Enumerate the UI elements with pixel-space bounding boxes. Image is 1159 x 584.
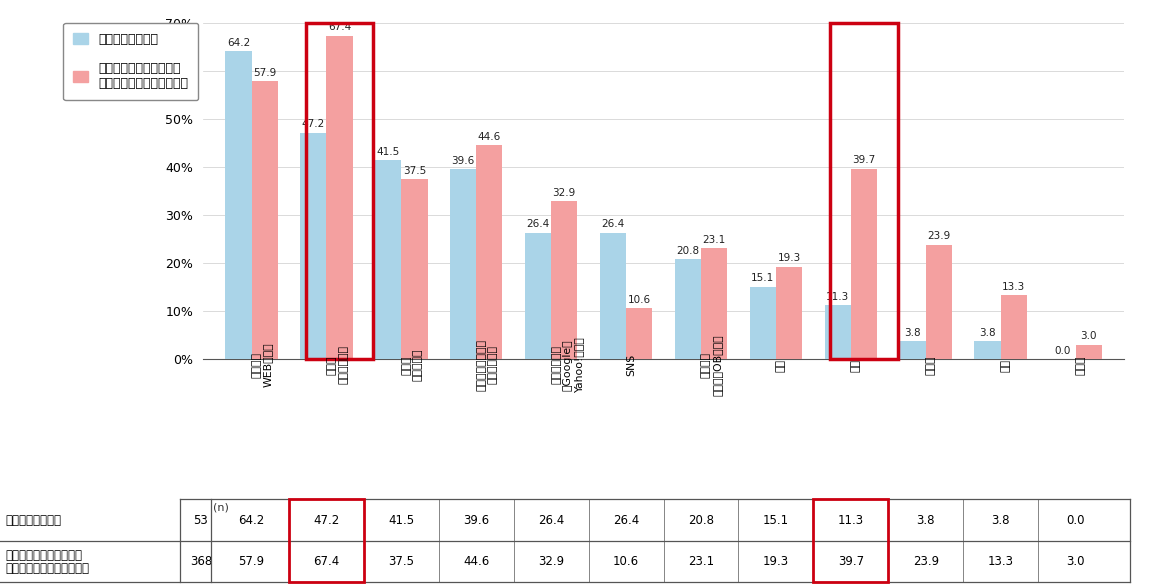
Text: 19.3: 19.3 (778, 253, 801, 263)
Text: 67.4: 67.4 (313, 555, 340, 568)
Text: 64.2: 64.2 (239, 514, 264, 527)
Bar (626, 308, 653, 359)
Text: 32.9: 32.9 (553, 188, 576, 198)
Bar (476, 145, 503, 359)
Text: 合同就職説明会・
就職イベント: 合同就職説明会・ 就職イベント (476, 339, 498, 391)
Text: 15.1: 15.1 (751, 273, 774, 283)
Text: 13.3: 13.3 (1003, 282, 1026, 292)
Text: 23.1: 23.1 (688, 555, 714, 568)
Text: 67.4: 67.4 (328, 22, 351, 33)
Text: 新聞: 新聞 (851, 359, 861, 371)
Text: 検索エンジン
（Google・
Yahoo!など）: 検索エンジン （Google・ Yahoo!など） (552, 337, 584, 393)
Text: 39.6: 39.6 (464, 514, 489, 527)
Text: 3.8: 3.8 (904, 328, 921, 338)
Text: 19.3: 19.3 (763, 555, 789, 568)
Bar (830, 23, 897, 359)
Text: 雑誌: 雑誌 (1000, 359, 1011, 371)
Text: 26.4: 26.4 (602, 219, 625, 229)
Bar (450, 169, 476, 359)
Text: 20.8: 20.8 (677, 246, 699, 256)
Text: テレビ: テレビ (926, 355, 935, 375)
Bar (376, 160, 401, 359)
Text: 57.9: 57.9 (253, 68, 276, 78)
Bar (600, 232, 626, 359)
Bar (926, 245, 952, 359)
Text: 3.8: 3.8 (917, 514, 935, 527)
Text: 53: 53 (194, 514, 209, 527)
Bar (701, 248, 727, 359)
Text: 家族: 家族 (775, 359, 786, 371)
Bar (525, 232, 552, 359)
Text: 企業の
ホームページ: 企業の ホームページ (327, 346, 348, 384)
Text: 39.6: 39.6 (452, 156, 475, 166)
Text: 10.6: 10.6 (613, 555, 639, 568)
Text: 3.0: 3.0 (1066, 555, 1085, 568)
Bar (300, 133, 327, 359)
Text: 37.5: 37.5 (388, 555, 414, 568)
Text: 41.5: 41.5 (377, 147, 400, 157)
Text: 就活情報
WEBサイト: 就活情報 WEBサイト (252, 343, 274, 387)
Text: 11.3: 11.3 (838, 514, 863, 527)
Text: 368: 368 (190, 555, 212, 568)
Text: 20.8: 20.8 (688, 514, 714, 527)
Text: 64.2: 64.2 (227, 38, 250, 48)
Text: 57.9: 57.9 (239, 555, 264, 568)
Text: 26.4: 26.4 (526, 219, 549, 229)
Text: 23.9: 23.9 (912, 555, 939, 568)
Text: 高校生以上の学生: 高校生以上の学生 (6, 514, 61, 527)
Text: ラジオ: ラジオ (1076, 355, 1086, 375)
Text: 0.0: 0.0 (1055, 346, 1071, 356)
Text: 37.5: 37.5 (403, 166, 427, 176)
Text: 関与意向がある親・祖父母: 関与意向がある親・祖父母 (6, 562, 89, 575)
Text: SNS: SNS (626, 354, 636, 376)
Bar (306, 23, 373, 359)
Bar (675, 259, 701, 359)
Text: 41.5: 41.5 (388, 514, 415, 527)
Bar (252, 81, 278, 359)
Bar (552, 201, 577, 359)
Text: 友人知人
（先輩・OB含む）: 友人知人 （先輩・OB含む） (701, 334, 722, 396)
Text: 学校・
学校関係者: 学校・ 学校関係者 (401, 349, 423, 381)
Bar (225, 51, 252, 359)
Bar (851, 169, 877, 359)
Text: 10.6: 10.6 (628, 295, 650, 305)
Text: 32.9: 32.9 (538, 555, 564, 568)
Bar (750, 287, 775, 359)
Bar (824, 305, 851, 359)
Bar (975, 341, 1000, 359)
Bar (327, 36, 352, 359)
Bar (1000, 296, 1027, 359)
Text: (n): (n) (213, 502, 228, 512)
Legend: 高校生以上の学生, 子ども・孫の就職活動に
関与意向がある親・祖父母: 高校生以上の学生, 子ども・孫の就職活動に 関与意向がある親・祖父母 (64, 23, 198, 100)
Bar (775, 266, 802, 359)
Text: 44.6: 44.6 (478, 132, 501, 142)
Text: 0.0: 0.0 (1066, 514, 1085, 527)
Text: 11.3: 11.3 (826, 291, 850, 301)
Text: 23.9: 23.9 (927, 231, 950, 241)
Bar (401, 179, 428, 359)
Text: 44.6: 44.6 (464, 555, 489, 568)
Text: 26.4: 26.4 (613, 514, 640, 527)
Text: 23.1: 23.1 (702, 235, 726, 245)
Text: 26.4: 26.4 (538, 514, 564, 527)
Text: 子ども・孫の就職活動に: 子ども・孫の就職活動に (6, 550, 82, 562)
Bar (1076, 345, 1102, 359)
Text: 3.0: 3.0 (1080, 331, 1096, 342)
Text: 47.2: 47.2 (313, 514, 340, 527)
Text: 47.2: 47.2 (301, 119, 325, 130)
Text: 3.8: 3.8 (979, 328, 996, 338)
Bar (899, 341, 926, 359)
Text: 13.3: 13.3 (987, 555, 1014, 568)
Text: 39.7: 39.7 (852, 155, 875, 165)
Text: 3.8: 3.8 (991, 514, 1009, 527)
Text: 15.1: 15.1 (763, 514, 789, 527)
Text: 39.7: 39.7 (838, 555, 863, 568)
